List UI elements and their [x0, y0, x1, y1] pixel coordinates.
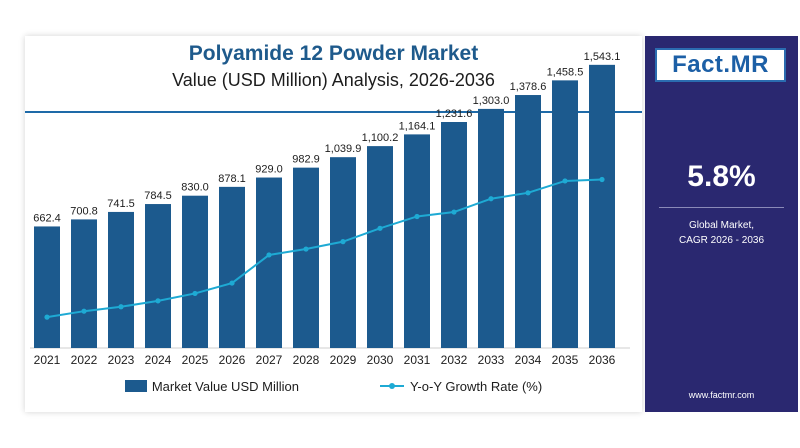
bar-2035 — [552, 80, 578, 349]
bar-label-2033: 1,303.0 — [473, 95, 510, 107]
growth-point-2032 — [451, 209, 457, 215]
legend-line-label: Y-o-Y Growth Rate (%) — [409, 378, 543, 394]
cagr-label-line1: Global Market, — [688, 220, 755, 231]
bar-2034 — [515, 95, 541, 348]
x-tick-2032: 2032 — [441, 353, 468, 367]
bar-label-2031: 1,164.1 — [399, 120, 436, 132]
x-tick-2029: 2029 — [330, 353, 357, 367]
growth-point-2030 — [377, 225, 383, 231]
bar-label-2022: 700.8 — [70, 205, 98, 217]
bar-2033 — [478, 108, 504, 348]
bar-label-2035: 1,458.5 — [547, 66, 584, 78]
bar-2028 — [293, 167, 319, 348]
growth-point-2022 — [81, 308, 87, 314]
growth-point-2036 — [599, 176, 605, 183]
cagr-value: 5.8% — [687, 160, 756, 193]
bar-2025 — [182, 195, 208, 348]
bar-label-2024: 784.5 — [144, 190, 172, 202]
side-panel: Fact.MR 5.8% Global Market, CAGR 2026 - … — [645, 36, 798, 412]
legend-bar-label: Market Value USD Million — [151, 378, 299, 394]
growth-point-2031 — [414, 213, 420, 220]
growth-point-2028 — [303, 246, 309, 252]
bar-label-2034: 1,378.6 — [510, 81, 547, 93]
bar-2032 — [441, 122, 467, 348]
cagr-label-line2: CAGR 2026 - 2036 — [678, 235, 765, 246]
growth-point-2025 — [192, 290, 198, 297]
bar-2030 — [367, 146, 393, 348]
bar-2029 — [330, 157, 356, 348]
x-tick-2025: 2025 — [182, 353, 209, 367]
growth-point-2035 — [562, 178, 568, 184]
x-tick-2030: 2030 — [367, 353, 394, 367]
growth-point-2023 — [118, 304, 124, 310]
growth-point-2034 — [525, 190, 531, 196]
x-tick-2028: 2028 — [293, 353, 320, 367]
cagr-label: Global Market, CAGR 2026 - 2036 — [645, 218, 798, 248]
cagr-divider — [659, 207, 784, 208]
logo-text: Fact — [672, 51, 724, 78]
legend-item-bars: Market Value USD Million — [124, 378, 299, 394]
x-tick-2036: 2036 — [589, 353, 616, 367]
bar-label-2028: 982.9 — [292, 154, 320, 166]
growth-point-2024 — [155, 298, 161, 304]
x-tick-2022: 2022 — [71, 353, 98, 367]
growth-point-2027 — [266, 252, 272, 258]
legend-item-line: Y-o-Y Growth Rate (%) — [379, 379, 542, 394]
x-tick-2033: 2033 — [478, 353, 505, 367]
growth-rate-line — [46, 178, 603, 319]
bar-label-2027: 929.0 — [255, 164, 283, 176]
bar-label-2026: 878.1 — [218, 173, 246, 185]
bar-label-2036: 1,543.1 — [584, 51, 621, 63]
factmr-logo: Fact.MR — [655, 48, 786, 82]
legend-bar-swatch — [124, 380, 147, 392]
bar-2036 — [589, 64, 615, 348]
bar-2024 — [145, 204, 171, 348]
bar-2031 — [404, 134, 430, 348]
logo-suffix: .MR — [723, 51, 769, 78]
x-tick-2024: 2024 — [145, 353, 172, 367]
bar-2023 — [108, 211, 134, 348]
x-tick-2023: 2023 — [108, 353, 135, 367]
bar-2021 — [34, 226, 60, 348]
growth-point-2033 — [488, 196, 494, 202]
bar-label-2021: 662.4 — [33, 212, 61, 224]
legend: Market Value USD Million Y-o-Y Growth Ra… — [25, 376, 642, 396]
bar-label-2030: 1,100.2 — [362, 132, 399, 144]
bar-label-2029: 1,039.9 — [325, 143, 362, 155]
legend-line-swatch — [379, 383, 404, 389]
bar-2022 — [71, 219, 97, 348]
x-tick-2021: 2021 — [34, 353, 61, 367]
bar-label-2023: 741.5 — [107, 198, 135, 210]
chart-card: Polyamide 12 Powder Market Value (USD Mi… — [25, 36, 642, 412]
website-url: www.factmr.com — [688, 390, 755, 400]
x-tick-2026: 2026 — [219, 353, 246, 367]
page-title: Polyamide 12 Powder Market — [188, 42, 479, 65]
growth-point-2029 — [340, 239, 346, 245]
growth-point-2021 — [44, 314, 50, 320]
bar-label-2032: 1,231.6 — [436, 108, 473, 120]
chart: 662.4 700.8 741.5 784.5 830.0 878.1 929.0 982.9… — [25, 51, 642, 367]
x-tick-2027: 2027 — [256, 353, 283, 367]
bar-label-2025: 830.0 — [181, 182, 209, 194]
growth-point-2026 — [229, 280, 235, 286]
bar-2026 — [219, 186, 245, 348]
x-tick-2031: 2031 — [404, 353, 431, 367]
page-subtitle: Value (USD Million) Analysis, 2026-2036 — [172, 70, 495, 90]
x-tick-2034: 2034 — [515, 353, 542, 367]
x-tick-2035: 2035 — [552, 353, 579, 367]
